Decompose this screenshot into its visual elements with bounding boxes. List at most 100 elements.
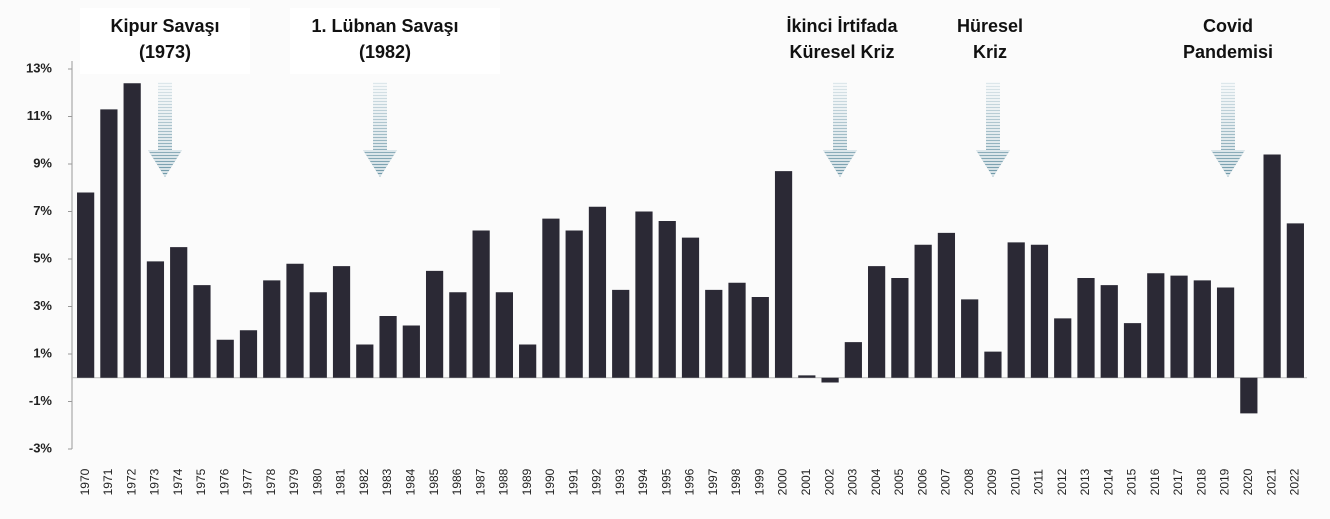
bar xyxy=(495,292,513,378)
y-tick-label: 9% xyxy=(33,155,52,170)
x-tick-label: 2006 xyxy=(915,468,929,495)
annotation: (1982) xyxy=(359,42,411,62)
x-tick-label: 2013 xyxy=(1078,468,1092,495)
x-tick-label: 2007 xyxy=(939,468,953,495)
bar xyxy=(1123,323,1142,378)
arrow-stripes xyxy=(148,82,182,177)
bar xyxy=(123,83,141,378)
x-tick-label: 2004 xyxy=(869,468,883,495)
x-tick-label: 1985 xyxy=(427,468,441,495)
x-tick-label: 2016 xyxy=(1148,468,1162,495)
x-tick-label: 2020 xyxy=(1241,468,1255,495)
annotation: Kipur Savaşı xyxy=(110,16,219,36)
x-tick-label: 2005 xyxy=(892,468,906,495)
bar xyxy=(961,299,979,378)
x-tick-label: 1983 xyxy=(380,468,394,495)
bar xyxy=(1100,285,1118,378)
x-tick-label: 2011 xyxy=(1032,469,1046,495)
x-tick-label: 2015 xyxy=(1125,468,1139,495)
annotation: Covid xyxy=(1203,16,1253,36)
bar xyxy=(1054,318,1072,378)
bar xyxy=(1030,244,1049,378)
x-tick-label: 1994 xyxy=(636,468,650,495)
y-tick-label: 1% xyxy=(33,345,52,360)
bar xyxy=(1240,377,1258,414)
arrow-stripes xyxy=(976,82,1010,177)
bar xyxy=(449,292,467,378)
x-tick-label: 1976 xyxy=(217,468,231,495)
x-tick-label: 2003 xyxy=(846,468,860,495)
x-tick-label: 2022 xyxy=(1288,468,1302,495)
x-tick-label: 1998 xyxy=(729,468,743,495)
bar xyxy=(216,339,234,378)
annotation: Hüresel xyxy=(957,16,1023,36)
bar xyxy=(402,325,420,378)
x-tick-label: 1980 xyxy=(310,468,324,495)
x-tick-label: 1990 xyxy=(543,468,557,495)
x-tick-label: 2014 xyxy=(1101,468,1115,495)
annotation: Küresel Kriz xyxy=(789,42,894,62)
x-tick-label: 1987 xyxy=(473,468,487,495)
annotation: (1973) xyxy=(139,42,191,62)
bar xyxy=(1147,273,1165,378)
bar xyxy=(519,344,537,378)
y-tick-label: 5% xyxy=(33,250,52,265)
annotation: 1. Lübnan Savaşı xyxy=(311,16,458,36)
bar xyxy=(100,109,118,378)
annotation: Pandemisi xyxy=(1183,42,1273,62)
x-tick-label: 2009 xyxy=(985,468,999,495)
bar xyxy=(1286,223,1304,378)
bar xyxy=(332,266,351,378)
bar xyxy=(844,342,862,378)
arrow-stripes xyxy=(363,82,397,177)
arrow-stripes xyxy=(823,82,857,177)
annotation-box xyxy=(80,8,250,74)
bar xyxy=(263,280,281,378)
bar xyxy=(612,289,630,378)
y-tick-label: -3% xyxy=(29,440,53,455)
x-tick-label: 1979 xyxy=(287,468,301,495)
y-tick-label: 11% xyxy=(27,108,53,123)
x-tick-label: 2017 xyxy=(1171,468,1185,495)
x-tick-label: 1989 xyxy=(520,468,534,495)
x-tick-label: 2000 xyxy=(776,468,790,495)
y-tick-label: 3% xyxy=(33,298,52,313)
bar xyxy=(751,297,769,378)
x-tick-label: 1999 xyxy=(752,468,766,495)
bar xyxy=(1007,242,1025,378)
bar xyxy=(1193,280,1211,378)
x-tick-label: 1996 xyxy=(683,468,697,495)
x-tick-label: 1974 xyxy=(171,468,185,495)
bar xyxy=(774,171,793,378)
x-tick-label: 1975 xyxy=(194,468,208,495)
x-tick-label: 1973 xyxy=(148,468,162,495)
bar xyxy=(425,270,444,378)
bar xyxy=(309,292,327,378)
bar xyxy=(379,316,397,378)
annotation: İkinci İrtifada xyxy=(786,16,898,36)
bar xyxy=(286,263,304,378)
x-tick-label: 2001 xyxy=(799,468,813,495)
x-tick-label: 2010 xyxy=(1008,468,1022,495)
bar xyxy=(891,278,909,378)
x-tick-label: 1993 xyxy=(613,468,627,495)
bar xyxy=(868,266,886,378)
bar xyxy=(146,261,165,378)
x-tick-label: 1992 xyxy=(590,468,604,495)
bar xyxy=(914,244,932,378)
x-tick-label: 1981 xyxy=(334,468,348,495)
x-tick-label: 2012 xyxy=(1055,468,1069,495)
bar xyxy=(728,282,746,378)
x-tick-label: 1971 xyxy=(101,468,115,495)
bar xyxy=(658,221,676,378)
bar xyxy=(588,206,607,378)
bar xyxy=(821,377,839,383)
bar xyxy=(565,230,583,378)
bar xyxy=(170,247,188,378)
x-tick-label: 1982 xyxy=(357,468,371,495)
x-tick-label: 2008 xyxy=(962,468,976,495)
arrow-stripes xyxy=(1211,82,1245,177)
bar xyxy=(1170,275,1188,378)
bar xyxy=(937,232,956,378)
